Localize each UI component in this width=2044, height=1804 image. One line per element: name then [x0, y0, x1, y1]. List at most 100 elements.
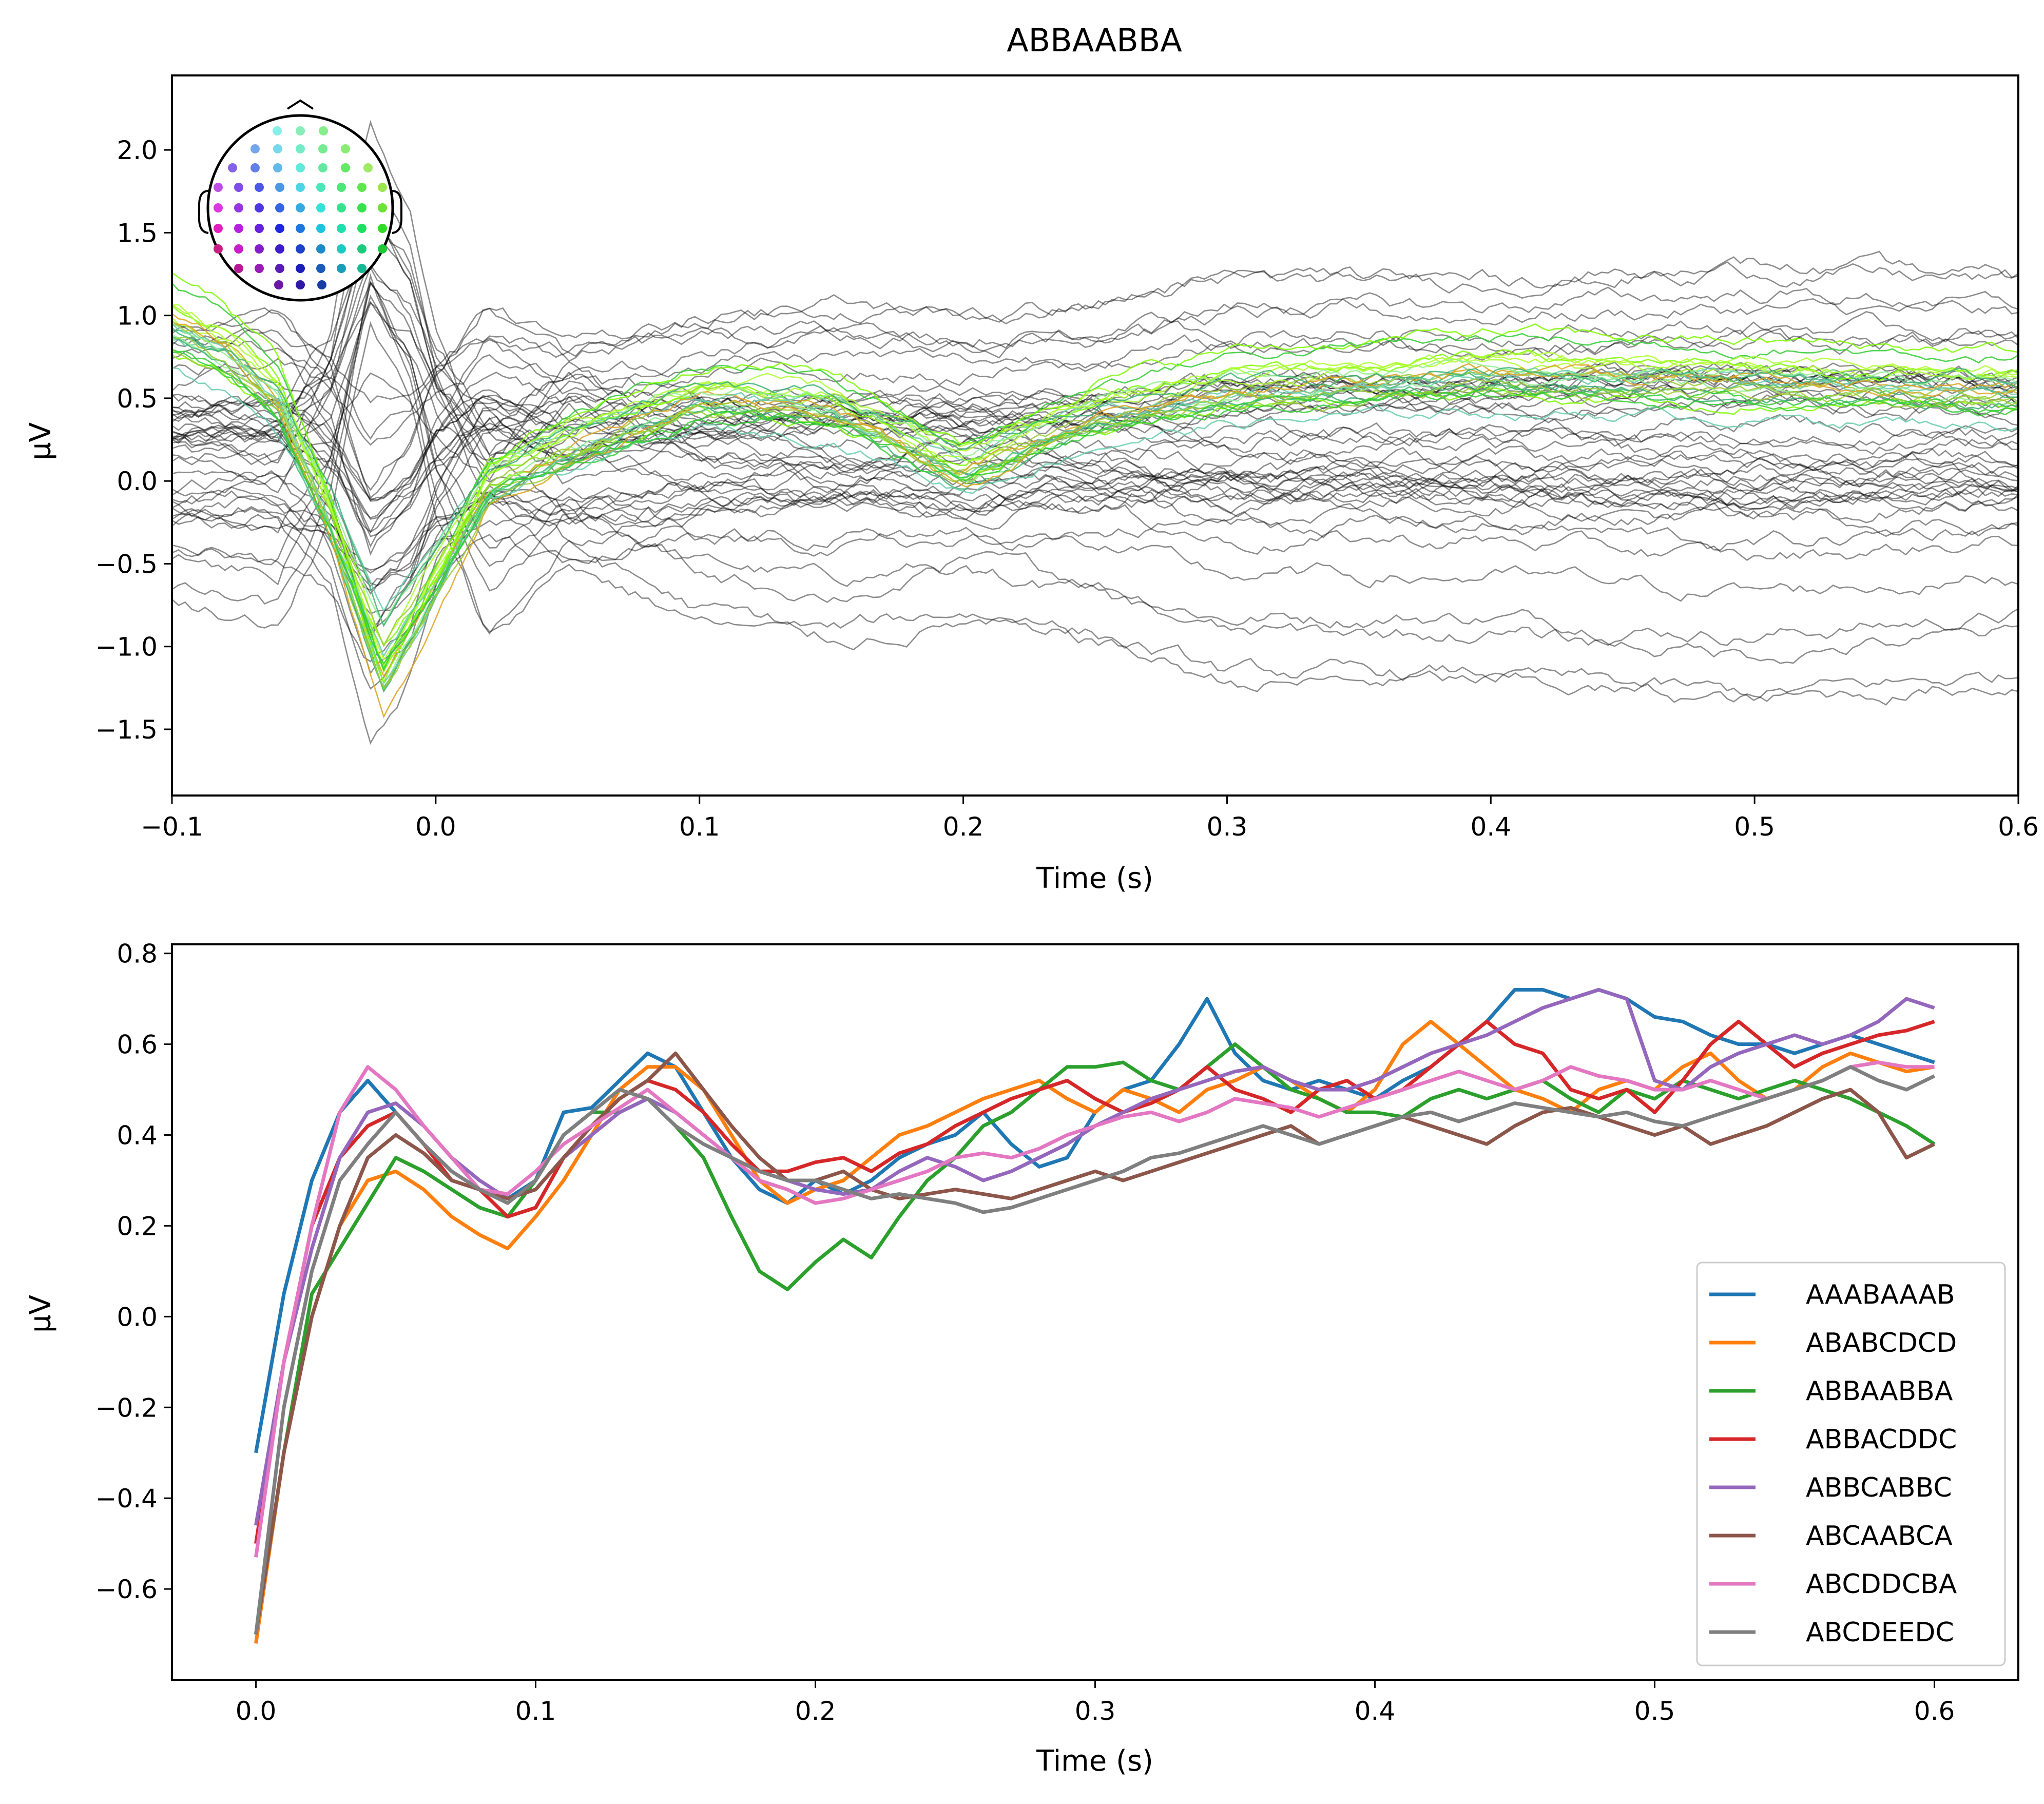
sensor-dot: [296, 244, 305, 254]
top-panel-channel-trace: [171, 302, 2019, 509]
sensor-dot: [296, 163, 305, 172]
sensor-dot: [357, 203, 367, 212]
sensor-dot: [274, 280, 283, 289]
sensor-dot: [275, 244, 284, 254]
sensor-dot: [214, 183, 223, 192]
top-panel-title: ABBAABBA: [1007, 22, 1182, 59]
bottom-panel-x-tick-label: 0.4: [1355, 1696, 1396, 1726]
sensor-dot: [296, 126, 305, 135]
top-panel-channel-trace: [171, 361, 2019, 502]
sensor-dot: [255, 203, 264, 212]
top-panel-x-ticks: −0.1 0.0 0.1 0.2 0.3 0.4 0.5 0.6: [141, 796, 2039, 842]
legend-label: ABCDDCBA: [1806, 1569, 1957, 1600]
legend-frame: [1696, 1262, 2006, 1666]
top-panel-channel-trace: [171, 372, 2019, 511]
sensor-dot: [234, 264, 243, 273]
top-panel-channel-trace: [171, 208, 2019, 512]
bottom-panel-traces: [254, 988, 1936, 1644]
sensor-dot: [214, 244, 223, 254]
top-panel-x-tick-label: 0.0: [415, 812, 456, 842]
legend: AAABAAAB ABABCDCD ABBAABBA ABBACDDC ABBCABBC…: [1696, 1262, 2006, 1666]
bottom-panel-y-tick-label: 0.4: [117, 1121, 158, 1151]
top-panel-channel-trace: [171, 281, 2019, 646]
sensor-dot: [337, 224, 346, 233]
top-panel-channel-trace: [171, 348, 2019, 672]
sensor-dot: [296, 183, 305, 192]
top-panel-channel-trace: [171, 327, 2019, 520]
sensor-dot: [319, 126, 328, 135]
top-panel-channel-trace: [171, 362, 2019, 548]
top-panel-channel-trace: [171, 327, 2019, 628]
sensor-dot: [337, 183, 346, 192]
top-panel-x-tick-label: 0.5: [1734, 812, 1775, 842]
legend-label: ABABCDCD: [1806, 1328, 1957, 1359]
sensor-dot: [317, 280, 326, 289]
top-panel-x-tick-label: 0.4: [1471, 812, 1512, 842]
sensor-dot: [275, 264, 284, 273]
top-panel-channel-trace: [171, 322, 2019, 678]
bottom-panel-x-tick-label: 0.3: [1075, 1696, 1116, 1726]
series-line-abbacddc: [254, 1019, 1935, 1544]
top-panel-x-tick-label: 0.1: [679, 812, 720, 842]
top-panel-frame: [171, 74, 2019, 797]
head-ear-right: [392, 190, 402, 234]
top-panel-channel-trace: [171, 321, 2019, 706]
top-panel-y-tick-label: 2.0: [117, 135, 158, 165]
sensor-dot: [378, 203, 387, 212]
sensor-dot: [357, 244, 367, 254]
top-panel-x-tick-label: 0.3: [1207, 812, 1248, 842]
top-panel-x-tick-label: 0.6: [1998, 812, 2039, 842]
top-panel-channel-trace: [171, 311, 2019, 403]
sensor-dot: [316, 264, 325, 273]
top-panel-y-tick-label: 1.0: [117, 301, 158, 331]
top-panel-y-tick-label: −1.0: [95, 632, 158, 662]
top-panel-channel-trace: [171, 266, 2019, 506]
sensor-dot: [337, 264, 346, 273]
sensor-dot: [316, 183, 325, 192]
bottom-panel-x-tick-label: 0.6: [1914, 1696, 1955, 1726]
top-panel-y-label: µV: [24, 422, 57, 460]
sensor-dot: [228, 163, 237, 172]
bottom-panel-x-tick-label: 0.0: [236, 1696, 277, 1726]
top-panel-y-tick-label: 0.5: [117, 384, 158, 414]
sensor-dot: [234, 183, 243, 192]
bottom-panel-x-tick-label: 0.1: [515, 1696, 556, 1726]
sensor-dot: [318, 144, 327, 153]
sensor-dot: [318, 163, 327, 172]
top-panel-y-ticks: −1.5 −1.0 −0.5 0.0 0.5 1.0 1.5 2.0: [95, 135, 172, 745]
sensor-dot: [357, 264, 367, 273]
top-panel-channel-trace: [171, 351, 2019, 665]
sensor-dot: [275, 224, 284, 233]
series-line-abcddcba: [254, 1060, 1935, 1558]
bottom-panel-y-label: µV: [24, 1295, 57, 1333]
top-panel-x-tick-label: 0.2: [943, 812, 984, 842]
top-panel-y-tick-label: −0.5: [95, 549, 158, 579]
top-panel-x-label: Time (s): [1036, 862, 1153, 895]
top-panel-channel-trace: [171, 384, 2019, 537]
sensor-dot: [378, 183, 387, 192]
sensor-dot: [234, 203, 243, 212]
bottom-panel-x-label: Time (s): [1036, 1744, 1153, 1778]
bottom-panel-x-ticks: 0.0 0.1 0.2 0.3 0.4 0.5 0.6: [236, 1680, 1955, 1726]
top-panel-channel-trace: [171, 313, 2019, 719]
bottom-panel-x-tick-label: 0.2: [795, 1696, 836, 1726]
sensor-dot: [363, 163, 373, 172]
legend-label: ABBAABBA: [1806, 1376, 1953, 1407]
sensor-dot: [255, 224, 264, 233]
top-panel-channel-trace: [171, 336, 2019, 690]
bottom-panel-y-tick-label: 0.0: [117, 1302, 158, 1332]
series-line-abcdeedc: [254, 1065, 1936, 1635]
sensor-dot: [275, 203, 284, 212]
legend-label: ABBACDDC: [1806, 1424, 1957, 1455]
sensor-dot: [255, 264, 264, 273]
bottom-panel-y-ticks: −0.6 −0.4 −0.2 0.0 0.2 0.4 0.6 0.8: [95, 939, 172, 1604]
top-panel-channel-trace: [171, 250, 2019, 499]
sensor-dot: [296, 203, 305, 212]
top-evoked-panel: ABBAABBA −0.1 0.0 0.1 0.2 0.3 0.4 0.5 0.6 −1.5−…: [24, 22, 2039, 895]
sensor-dot: [250, 163, 260, 172]
bottom-panel-y-tick-label: −0.6: [95, 1575, 158, 1604]
top-panel-channel-trace: [171, 286, 2019, 556]
sensor-dot: [273, 126, 282, 135]
top-panel-channel-trace: [171, 304, 2019, 662]
